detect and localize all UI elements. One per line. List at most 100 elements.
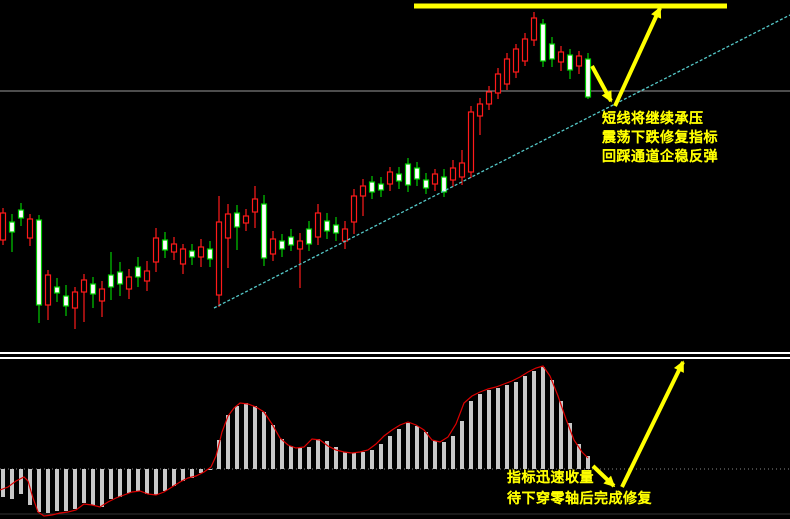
histogram-bar	[316, 439, 320, 469]
histogram-bar	[226, 415, 230, 469]
histogram-bar	[460, 421, 464, 469]
candle-body-up	[26, 218, 34, 239]
candle-body-down	[53, 286, 61, 294]
candle-body-down	[584, 58, 592, 98]
histogram-bar	[550, 380, 554, 469]
arrow-up-main[interactable]	[613, 6, 662, 107]
histogram-bar	[181, 469, 185, 481]
histogram-bar	[478, 394, 482, 469]
histogram-bar	[235, 406, 239, 469]
candle-body-down	[287, 236, 295, 246]
histogram-bar	[1, 469, 5, 497]
histogram-bar	[253, 406, 257, 469]
candle-body-down	[89, 283, 97, 295]
chart-drawn-objects[interactable]	[0, 3, 790, 488]
candle-body-up	[143, 270, 151, 282]
histogram-bar	[307, 447, 311, 469]
histogram-bar	[352, 453, 356, 469]
histogram-bar	[100, 469, 104, 507]
candle-body-up	[350, 195, 358, 223]
trend-line[interactable]	[213, 14, 790, 309]
separator-line	[0, 352, 790, 354]
histogram-bar	[496, 388, 500, 469]
histogram-bar	[505, 385, 509, 469]
histogram-bar	[73, 469, 77, 509]
histogram-bar	[154, 469, 158, 495]
candle-body-up	[575, 55, 583, 67]
histogram-bar	[190, 469, 194, 478]
arrow-down-main[interactable]	[590, 65, 613, 103]
histogram-bar	[379, 444, 383, 469]
histogram-bar	[271, 425, 275, 469]
candle-body-down	[161, 239, 169, 251]
histogram-bar	[127, 469, 131, 493]
candle-body-up	[242, 215, 250, 224]
histogram-bar	[433, 441, 437, 469]
histogram-bar	[577, 444, 581, 469]
candle-body-up	[458, 162, 466, 178]
candle-body-up	[494, 73, 502, 94]
annotation-bottom-line-2: 待下穿零轴后完成修复	[507, 491, 652, 507]
histogram-bar	[46, 469, 50, 513]
candle-body-up	[71, 291, 79, 309]
panel-separator[interactable]	[0, 352, 790, 359]
histogram-bar	[424, 432, 428, 469]
candle-body-down	[116, 271, 124, 285]
candle-body-down	[395, 173, 403, 182]
candle-body-up	[530, 17, 538, 41]
candle-body-down	[260, 203, 268, 259]
candle-body-down	[206, 248, 214, 260]
annotation-top-line-1: 短线将继续承压	[602, 111, 704, 127]
histogram-bar	[91, 469, 95, 505]
histogram-bar	[559, 401, 563, 469]
histogram-bar	[451, 436, 455, 469]
histogram-bar	[55, 469, 59, 511]
annotation-top[interactable]: 短线将继续承压 震荡下跌修复指标 回踩通道企稳反弹	[602, 110, 718, 167]
histogram-bar	[406, 423, 410, 469]
chart-static-layers	[0, 12, 790, 517]
annotation-top-line-3: 回踩通道企稳反弹	[602, 149, 718, 165]
arrow-down-indicator[interactable]	[591, 464, 616, 488]
candle-body-down	[404, 163, 412, 186]
histogram-bar	[19, 469, 23, 494]
candle-body-up	[476, 103, 484, 117]
histogram-bar	[280, 439, 284, 469]
candle-body-down	[107, 274, 115, 288]
histogram-bar	[586, 456, 590, 469]
separator-line	[0, 357, 790, 359]
histogram-bar	[244, 403, 248, 469]
candle-body-up	[215, 221, 223, 296]
histogram-bar	[397, 429, 401, 469]
histogram-bar	[514, 382, 518, 469]
histogram-bar	[532, 371, 536, 469]
histogram-bar	[388, 436, 392, 469]
candle-body-down	[188, 250, 196, 258]
histogram-bar	[289, 446, 293, 469]
histogram-bar	[343, 452, 347, 469]
histogram-bar	[442, 442, 446, 469]
candle-body-down	[422, 179, 430, 189]
histogram-bar	[82, 469, 86, 503]
candle-body-up	[44, 274, 52, 306]
candle-body-up	[449, 167, 457, 181]
histogram-bar	[109, 469, 113, 499]
candle-body-up	[359, 185, 367, 197]
candle-body-up	[0, 212, 7, 241]
histogram-bar	[334, 447, 338, 469]
annotation-bottom[interactable]: 指标迅速收量 待下穿零轴后完成修复	[507, 468, 652, 510]
candle-body-up	[521, 38, 529, 62]
histogram-bar	[487, 390, 491, 469]
histogram-bar	[298, 448, 302, 469]
candle-body-down	[278, 240, 286, 250]
arrow-up-indicator[interactable]	[620, 360, 685, 488]
candle-body-up	[251, 198, 259, 213]
annotation-top-line-2: 震荡下跌修复指标	[602, 130, 718, 146]
histogram-bar	[199, 469, 203, 473]
candle-body-up	[467, 111, 475, 173]
histogram-bar	[361, 452, 365, 469]
histogram-bar	[262, 412, 266, 469]
candle-body-up	[296, 240, 304, 250]
histogram-bar	[370, 450, 374, 469]
candle-body-down	[548, 43, 556, 60]
